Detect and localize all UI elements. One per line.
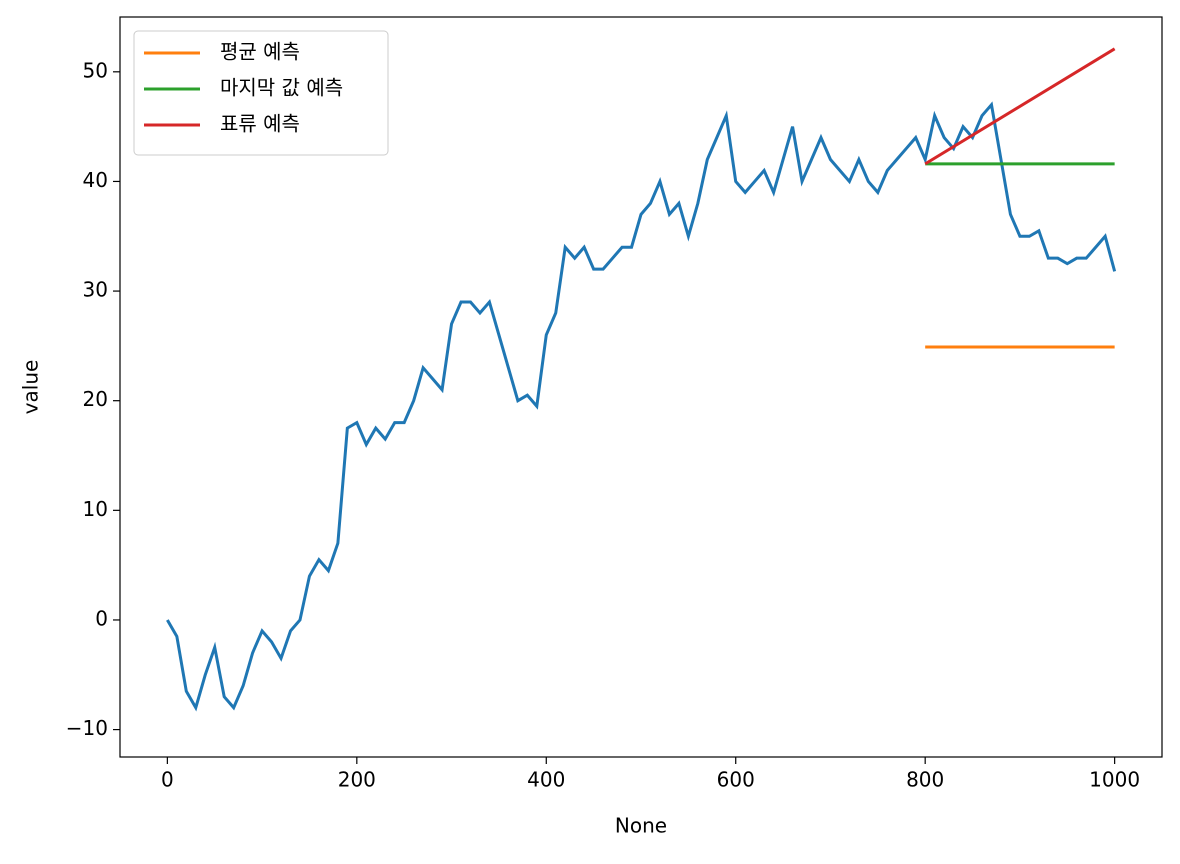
y-tick-label: 0: [95, 606, 108, 630]
x-axis-label: None: [615, 814, 667, 838]
y-tick-label: 40: [83, 168, 108, 192]
plot-frame: [119, 16, 1163, 758]
legend-label: 평균 예측: [220, 40, 300, 64]
x-tick-label: 600: [717, 768, 755, 792]
y-tick-label: 10: [83, 497, 108, 521]
x-tick-label: 800: [906, 768, 944, 792]
series-line: [924, 47, 1116, 166]
series-line: [166, 101, 1117, 712]
x-tick-label: 200: [338, 768, 376, 792]
legend-label: 마지막 값 예측: [220, 76, 343, 100]
y-tick-label: 20: [83, 387, 108, 411]
legend-label: 표류 예측: [220, 112, 300, 136]
y-tick-label: 50: [83, 58, 108, 82]
x-tick-label: 1000: [1089, 768, 1140, 792]
x-tick-label: 400: [527, 768, 565, 792]
x-tick-label: 0: [161, 768, 174, 792]
y-tick-label: −10: [66, 716, 108, 740]
y-axis-label: value: [19, 360, 43, 415]
y-tick-label: 30: [83, 278, 108, 302]
